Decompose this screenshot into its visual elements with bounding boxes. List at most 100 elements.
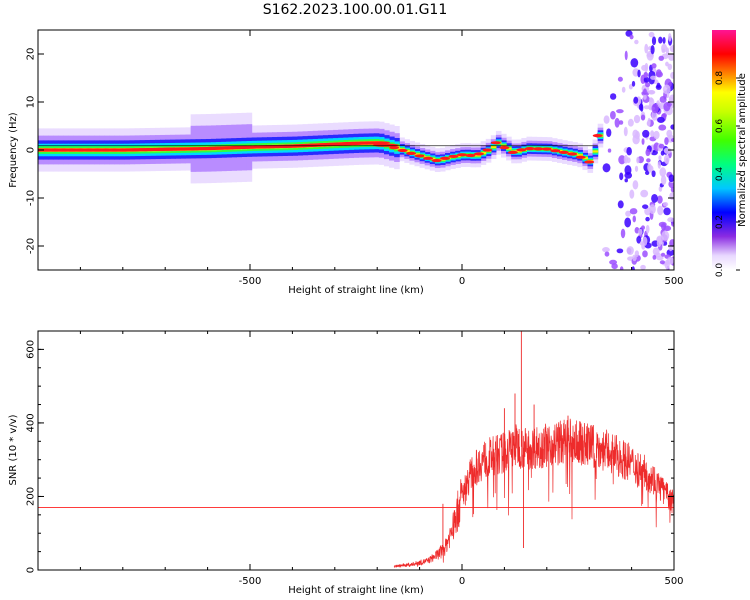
spectral-blob	[662, 202, 669, 207]
spectral-blob	[670, 71, 674, 79]
y-tick-label: 10	[26, 96, 37, 109]
spectral-blob	[652, 254, 657, 260]
ridge-core	[592, 134, 603, 138]
spectral-blob	[625, 210, 631, 217]
x-tick-label: 500	[664, 576, 683, 587]
spectral-blob	[624, 217, 632, 228]
ridge-core	[533, 147, 544, 151]
spectral-blob	[658, 155, 662, 161]
spectral-blob	[636, 235, 642, 244]
colorbar: 0.0 0.2 0.4 0.6 0.8 Normalized spectral ampl…	[712, 30, 748, 277]
spectral-blob	[624, 178, 628, 183]
ridge-core	[499, 146, 510, 150]
spectral-blob	[655, 71, 663, 78]
y-tick-label: -10	[26, 190, 37, 206]
spectral-blob	[617, 200, 624, 209]
spectral-blob	[663, 154, 670, 165]
spectral-blob	[611, 263, 618, 270]
snr-ylabel: SNR (10 * v/v)	[8, 414, 19, 485]
spectral-blob	[633, 114, 641, 124]
ridge-core	[423, 156, 434, 160]
spectral-blob	[659, 95, 667, 104]
spectral-blob	[653, 130, 660, 140]
ridge-core	[414, 154, 425, 158]
ridge-core	[550, 149, 561, 153]
spectral-blob	[638, 228, 643, 236]
spectrogram-axes: -500 0 500 -20 -10 0 10 20	[26, 30, 684, 287]
spectral-blob	[602, 247, 610, 253]
spectral-blob	[651, 63, 657, 69]
spectral-blob	[639, 241, 644, 246]
spectral-blob	[618, 120, 624, 125]
spectral-blob	[645, 216, 650, 222]
spectral-blob	[664, 137, 669, 146]
ridge-band-5	[506, 147, 512, 150]
x-tick-label: 500	[664, 276, 683, 287]
spectral-blob	[617, 76, 623, 82]
ridge-core	[558, 150, 569, 154]
ridge-band-5	[480, 152, 487, 155]
spectral-blob	[656, 238, 662, 248]
spectral-blob	[628, 83, 633, 90]
spectral-blob	[623, 154, 629, 164]
y-tick-label: 0	[26, 147, 37, 153]
spectral-blob	[669, 239, 674, 247]
spectral-blob	[624, 50, 628, 61]
spectral-blob	[602, 163, 611, 173]
spectral-blob	[619, 172, 624, 181]
spectral-blob	[657, 205, 664, 216]
spectral-blob	[669, 45, 674, 53]
spectral-blob	[645, 148, 651, 157]
spectral-blob	[642, 204, 649, 209]
x-tick-label: 0	[459, 576, 465, 587]
spectral-blob	[668, 53, 674, 61]
ridge-band-5	[490, 146, 497, 149]
ridge-core	[516, 148, 527, 152]
spectral-blob	[607, 148, 612, 153]
spectral-blob	[629, 208, 638, 215]
spectral-blob	[634, 39, 639, 45]
spectral-blob	[660, 175, 667, 186]
spectral-blob	[664, 259, 670, 270]
snr-frame	[37, 330, 675, 571]
spectral-blob	[619, 266, 624, 270]
spectral-blob	[620, 228, 626, 239]
spectral-blob	[641, 138, 645, 145]
y-tick-label: 600	[26, 340, 37, 359]
spectral-blob	[604, 251, 610, 257]
spectral-blob	[670, 124, 674, 130]
spectral-blob	[649, 204, 656, 215]
x-tick-label: -500	[239, 276, 262, 287]
ridge-core	[406, 151, 417, 155]
spectral-blob	[656, 82, 661, 89]
spectral-blob	[663, 207, 671, 216]
spectral-blob	[667, 217, 674, 223]
spectral-blob	[663, 225, 672, 232]
ridge-core	[524, 147, 535, 151]
spectral-blob	[646, 52, 654, 58]
ridge-band-5	[414, 153, 421, 156]
spectral-blob	[668, 174, 674, 183]
ridge-core	[584, 160, 595, 164]
ridge-core	[364, 141, 391, 145]
spectral-blob	[660, 252, 666, 257]
spectral-blob	[614, 117, 620, 128]
spectral-blob	[652, 247, 660, 256]
spectral-blob	[610, 110, 616, 120]
snr-xlabel: Height of straight line (km)	[288, 585, 424, 596]
spectral-blob	[670, 138, 674, 143]
spectral-blob	[641, 225, 645, 230]
spectral-blob	[642, 250, 648, 258]
ridge-band-5	[582, 157, 589, 160]
spectral-blob	[640, 114, 646, 121]
spectral-blob	[632, 215, 636, 223]
ridge-core	[448, 154, 459, 158]
spectral-blob	[610, 93, 617, 100]
spectral-blob	[667, 63, 673, 71]
spectral-blob	[658, 55, 664, 61]
spectral-blob	[657, 161, 662, 169]
spectral-blob	[666, 249, 674, 257]
spectrogram-ylabel: Frequency (Hz)	[8, 112, 19, 188]
spectral-blob	[647, 89, 656, 95]
